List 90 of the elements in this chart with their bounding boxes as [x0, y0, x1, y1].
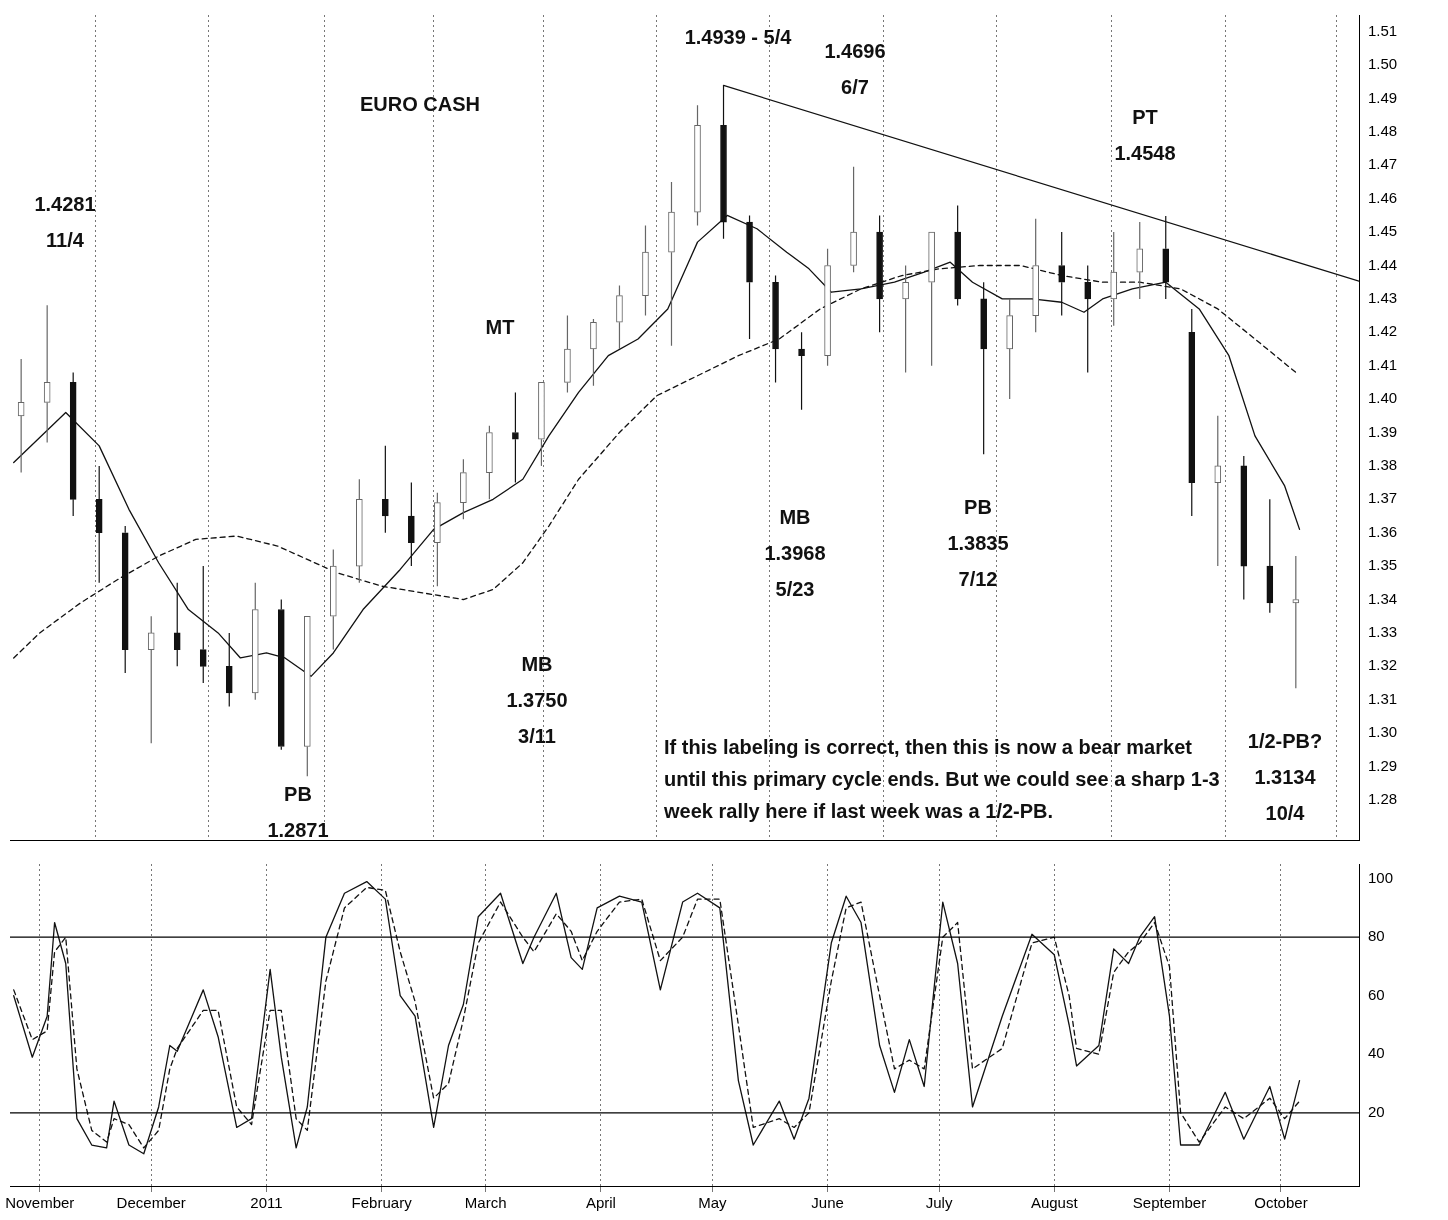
candlestick	[590, 318, 597, 387]
candlestick	[1110, 231, 1118, 327]
x-tick-label: October	[1254, 1194, 1308, 1212]
y-tick-label: 1.41	[1368, 355, 1398, 373]
candlestick	[1292, 555, 1300, 689]
candlestick	[980, 281, 987, 455]
y-tick-label: 1.36	[1368, 522, 1398, 540]
y-tick-label: 1.42	[1368, 322, 1398, 340]
annotation: 1/2-PB? 1.3134 10/4	[1247, 729, 1323, 824]
candlestick	[772, 274, 779, 384]
y-tick-label: 1.43	[1368, 289, 1398, 307]
x-tick-label: March	[464, 1194, 507, 1212]
y-tick-label: 1.44	[1368, 255, 1398, 273]
y-tick-label: 1.38	[1368, 456, 1398, 474]
x-tick-label: 2011	[250, 1194, 283, 1212]
x-tick-label: December	[116, 1194, 186, 1212]
candlestick	[95, 465, 103, 584]
annotation: If this labeling is correct, then this is now a bear market until this primary cycle ends. But we could see a sharp 1-3 week rally here if last week was a 1/2-PB.	[663, 735, 1220, 822]
candlestick	[512, 391, 519, 484]
y-tick-label: 1.50	[1368, 55, 1398, 73]
y-tick-label: 40	[1368, 1044, 1385, 1062]
y-tick-label: 1.48	[1368, 122, 1398, 140]
y-tick-label: 1.37	[1368, 489, 1398, 507]
candlestick	[460, 458, 467, 520]
candlestick	[486, 425, 493, 500]
y-tick-label: 1.45	[1368, 222, 1398, 240]
annotation: MB 1.3968 5/23	[764, 505, 826, 600]
annotation: MB 1.3750 3/11	[506, 652, 568, 747]
y-tick-label: 1.47	[1368, 155, 1398, 173]
annotation: MT	[485, 315, 515, 338]
x-tick-label: April	[585, 1194, 616, 1212]
text: EURO CASH	[359, 92, 481, 115]
x-tick-label: June	[811, 1194, 844, 1212]
annotation: PB 1.3835 7/12	[947, 495, 1009, 590]
y-tick-label: 1.40	[1368, 389, 1398, 407]
x-tick-label: July	[925, 1194, 953, 1212]
candlestick	[564, 315, 571, 394]
candlestick	[902, 264, 909, 373]
candlestick	[173, 582, 181, 667]
candlestick	[303, 615, 311, 777]
annotation: PT 1.4548	[1114, 105, 1176, 164]
y-tick-label: 1.51	[1368, 21, 1398, 39]
y-tick-label: 1.34	[1368, 589, 1398, 607]
candlestick	[1240, 455, 1248, 601]
x-tick-label: August	[1030, 1194, 1079, 1212]
candlestick	[434, 492, 441, 587]
candlestick	[928, 231, 935, 367]
x-tick-label: November	[5, 1194, 75, 1212]
y-tick-label: 1.46	[1368, 188, 1398, 206]
candlestick	[824, 248, 831, 367]
x-tick-label: September	[1132, 1194, 1207, 1212]
candlestick	[1136, 221, 1144, 300]
candlestick	[1006, 298, 1013, 400]
y-tick-label: 1.39	[1368, 422, 1398, 440]
candlestick	[251, 582, 259, 701]
candlestick	[1032, 218, 1040, 333]
x-tick-label: February	[351, 1194, 413, 1212]
candlestick	[798, 331, 805, 411]
candlestick	[668, 181, 675, 347]
candlestick	[69, 371, 77, 517]
candlestick	[356, 478, 363, 584]
y-tick-label: 1.33	[1368, 623, 1398, 641]
x-tick-label: May	[698, 1194, 728, 1212]
candlestick	[147, 615, 155, 744]
candlestick	[538, 382, 545, 467]
annotation: 1.4939 - 5/4	[684, 25, 793, 48]
candlestick	[382, 445, 389, 534]
y-tick-label: 80	[1368, 927, 1385, 945]
candlestick	[329, 548, 337, 651]
candlestick	[642, 224, 649, 317]
y-tick-label: 1.35	[1368, 556, 1398, 574]
candlestick	[694, 104, 701, 227]
annotation: 1.4281 11/4	[34, 192, 96, 251]
y-tick-label: 100	[1368, 868, 1394, 886]
y-tick-label: 1.29	[1368, 756, 1398, 774]
candlestick	[1188, 308, 1196, 517]
y-tick-label: 1.32	[1368, 656, 1398, 674]
y-tick-label: 1.49	[1368, 88, 1398, 106]
y-tick-label: 60	[1368, 985, 1385, 1003]
y-tick-label: 20	[1368, 1102, 1385, 1120]
candlestick	[616, 284, 623, 350]
y-tick-label: 1.28	[1368, 790, 1398, 808]
annotation: 1.4696 6/7	[824, 39, 886, 98]
candlestick	[1266, 498, 1274, 614]
candlestick	[408, 482, 415, 567]
y-tick-label: 1.30	[1368, 723, 1398, 741]
y-tick-label: 1.31	[1368, 689, 1398, 707]
candlestick	[1214, 415, 1222, 567]
candlestick	[850, 166, 857, 273]
annotation: PB 1.2871	[267, 782, 329, 841]
